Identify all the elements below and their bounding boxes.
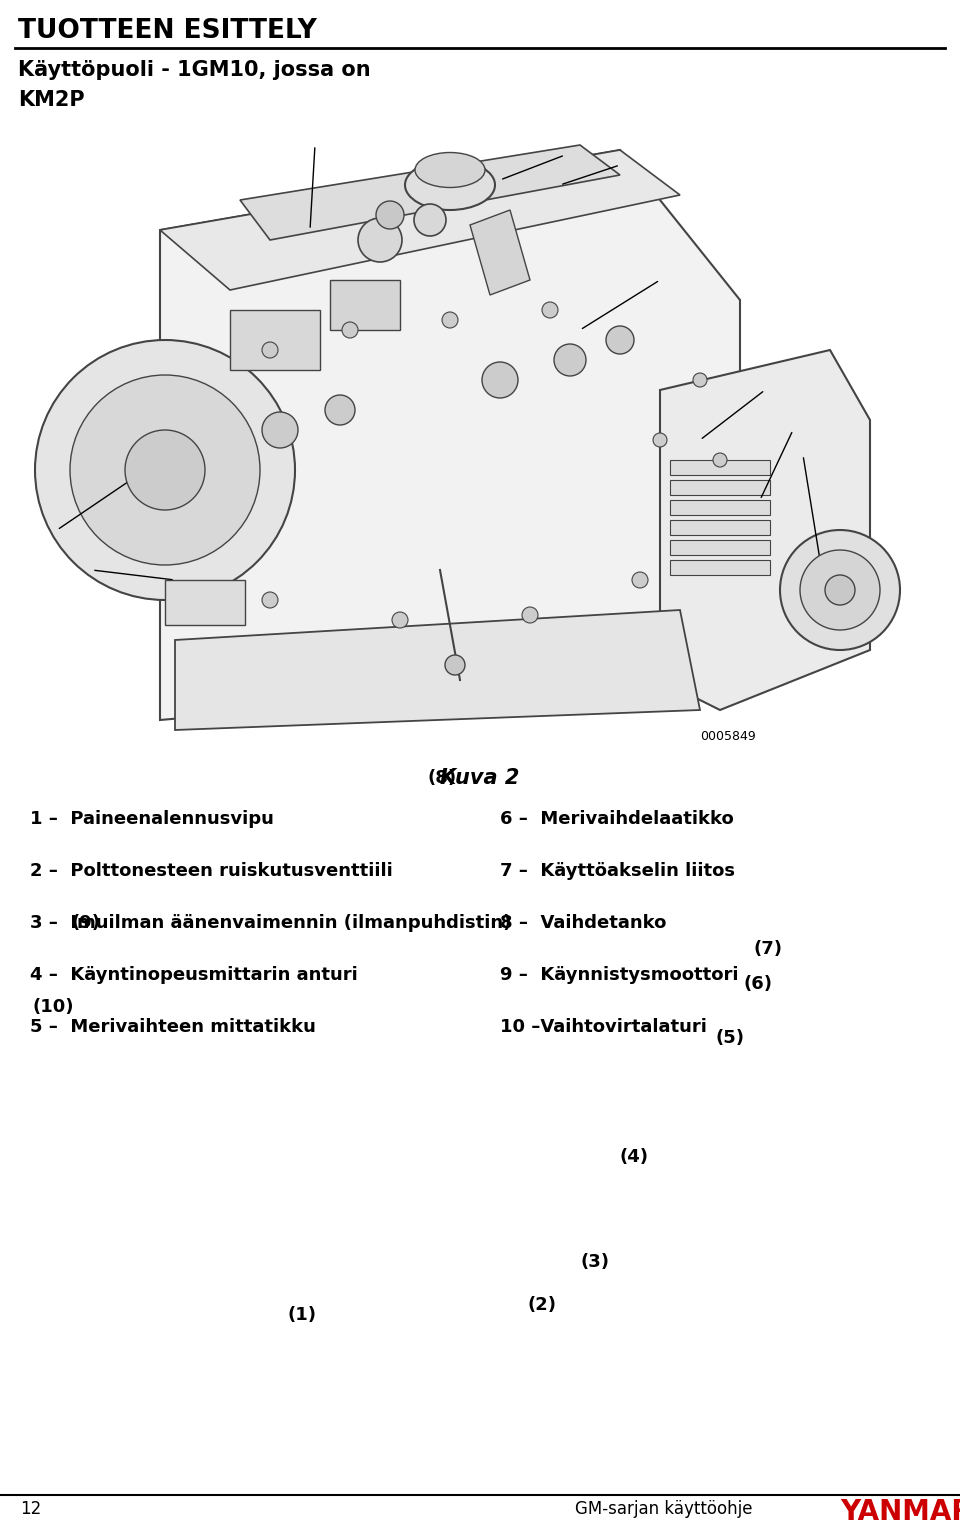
Circle shape: [780, 530, 900, 650]
Circle shape: [70, 375, 260, 565]
Bar: [670, 481, 770, 494]
Polygon shape: [175, 610, 700, 729]
Text: (6): (6): [744, 975, 773, 993]
Circle shape: [442, 311, 458, 328]
Text: 8 –  Vaihdetanko: 8 – Vaihdetanko: [500, 914, 666, 932]
Ellipse shape: [405, 160, 495, 211]
Text: 6 –  Merivaihdelaatikko: 6 – Merivaihdelaatikko: [500, 810, 733, 829]
Circle shape: [554, 343, 586, 375]
Circle shape: [262, 412, 298, 449]
Circle shape: [542, 302, 558, 317]
Circle shape: [445, 655, 465, 674]
Text: TUOTTEEN ESITTELY: TUOTTEEN ESITTELY: [18, 18, 317, 44]
Text: 4 –  Käyntinopeusmittarin anturi: 4 – Käyntinopeusmittarin anturi: [30, 966, 358, 984]
Text: 5 –  Merivaihteen mittatikku: 5 – Merivaihteen mittatikku: [30, 1018, 316, 1036]
Text: 10 –Vaihtovirtalaturi: 10 –Vaihtovirtalaturi: [500, 1018, 707, 1036]
Text: (3): (3): [581, 1253, 610, 1271]
Text: 1 –  Paineenalennusvipu: 1 – Paineenalennusvipu: [30, 810, 274, 829]
Text: (7): (7): [754, 940, 782, 958]
Circle shape: [693, 372, 707, 388]
Circle shape: [632, 572, 648, 588]
Circle shape: [482, 362, 518, 398]
Circle shape: [606, 327, 634, 354]
Circle shape: [800, 549, 880, 630]
Polygon shape: [470, 211, 530, 295]
Text: (1): (1): [288, 1306, 317, 1325]
Circle shape: [342, 322, 358, 337]
Text: (4): (4): [619, 1148, 648, 1166]
Bar: [670, 501, 770, 514]
Text: (8): (8): [427, 769, 456, 787]
Bar: [670, 520, 770, 536]
Polygon shape: [160, 150, 680, 290]
Text: YANMAR: YANMAR: [840, 1499, 960, 1526]
Text: GM-sarjan käyttöohje: GM-sarjan käyttöohje: [575, 1500, 753, 1518]
Bar: [230, 310, 320, 369]
Bar: [670, 540, 770, 555]
Circle shape: [713, 453, 727, 467]
Polygon shape: [240, 145, 620, 240]
Circle shape: [262, 342, 278, 359]
Circle shape: [325, 395, 355, 426]
Text: (10): (10): [32, 998, 74, 1016]
Circle shape: [376, 201, 404, 229]
Text: 3 –  Imuilman äänenvaimennin (ilmanpuhdistin): 3 – Imuilman äänenvaimennin (ilmanpuhdis…: [30, 914, 512, 932]
Circle shape: [825, 575, 855, 604]
Circle shape: [522, 607, 538, 623]
Bar: [165, 580, 245, 626]
Text: Kuva 2: Kuva 2: [441, 768, 519, 787]
Polygon shape: [660, 349, 870, 710]
Bar: [330, 279, 400, 330]
Bar: [670, 560, 770, 575]
Circle shape: [392, 612, 408, 629]
Ellipse shape: [415, 153, 485, 188]
Circle shape: [414, 204, 446, 237]
Text: 9 –  Käynnistysmoottori: 9 – Käynnistysmoottori: [500, 966, 738, 984]
Circle shape: [653, 433, 667, 447]
Circle shape: [125, 430, 205, 510]
Text: 2 –  Polttonesteen ruiskutusventtiili: 2 – Polttonesteen ruiskutusventtiili: [30, 862, 393, 881]
Text: Käyttöpuoli - 1GM10, jossa on: Käyttöpuoli - 1GM10, jossa on: [18, 60, 371, 79]
Circle shape: [262, 592, 278, 607]
Text: KM2P: KM2P: [18, 90, 84, 110]
Polygon shape: [160, 150, 740, 720]
Text: (2): (2): [528, 1296, 557, 1314]
Circle shape: [35, 340, 295, 600]
Bar: [670, 459, 770, 475]
Text: (9): (9): [72, 914, 101, 932]
Text: 12: 12: [20, 1500, 41, 1518]
Circle shape: [358, 218, 402, 262]
Text: 0005849: 0005849: [700, 729, 756, 743]
Text: (5): (5): [715, 1029, 744, 1047]
Text: 7 –  Käyttöakselin liitos: 7 – Käyttöakselin liitos: [500, 862, 735, 881]
